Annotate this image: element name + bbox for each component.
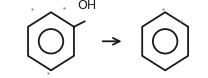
Text: OH: OH [77, 0, 96, 12]
